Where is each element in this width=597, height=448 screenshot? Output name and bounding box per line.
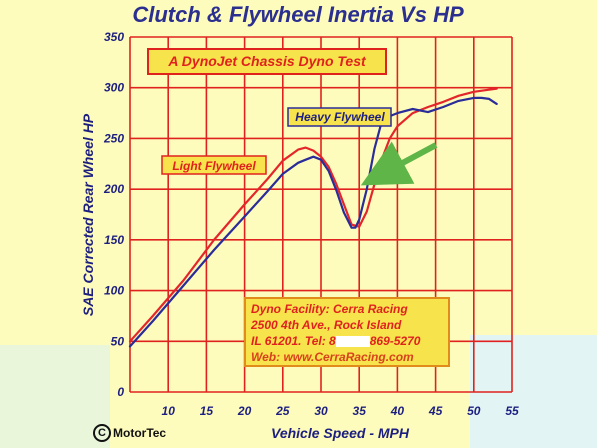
chart-subtitle: A DynoJet Chassis Dyno Test: [167, 53, 367, 69]
y-tick-label: 150: [104, 233, 124, 247]
subtitle-box: [147, 48, 387, 75]
y-tick-label: 100: [104, 284, 124, 298]
background-panel-green: [0, 345, 110, 448]
series-lines: [128, 87, 498, 348]
facility-line-3-start: IL 61201. Tel: 8: [251, 334, 336, 348]
x-axis-title: Vehicle Speed - MPH: [271, 425, 410, 441]
x-tick-label: 45: [428, 404, 443, 418]
x-tick-label: 15: [200, 404, 214, 418]
legend-box-light: [161, 155, 267, 175]
facility-line-3-end: 869-5270: [369, 334, 421, 348]
motortec-logo: C MotorTec: [93, 424, 166, 442]
dyno-facility-box: Dyno Facility: Cerra Racing 2500 4th Ave…: [244, 297, 450, 367]
y-axis-title: SAE Corrected Rear Wheel HP: [80, 113, 96, 316]
legend-label-light-flywheel: Light Flywheel: [172, 159, 256, 173]
x-tick-label: 20: [237, 404, 252, 418]
y-tick-label: 250: [103, 131, 124, 145]
y-tick-label: 350: [104, 30, 124, 44]
series-line-heavy-flywheel: [128, 96, 498, 348]
y-tick-label: 300: [104, 81, 124, 95]
x-tick-label: 30: [314, 404, 328, 418]
facility-line-2: 2500 4th Ave., Rock Island: [251, 318, 402, 332]
y-tick-label: 50: [111, 334, 125, 348]
legend-box-heavy: [287, 107, 392, 127]
x-axis-tick-labels: 10 15 20 25 30 35 40 45 50 55: [162, 404, 519, 418]
series-line-light-flywheel: [128, 87, 498, 343]
facility-line-3: IL 61201. Tel: 8 869-5270: [251, 333, 443, 349]
y-tick-label: 0: [117, 385, 124, 399]
x-tick-label: 40: [390, 404, 405, 418]
x-tick-label: 10: [162, 404, 176, 418]
copyright-icon: C: [93, 424, 111, 442]
facility-line-1: Dyno Facility: Cerra Racing: [251, 302, 408, 316]
y-axis-tick-labels: 0 50 100 150 200 250 300 350: [103, 30, 124, 399]
x-tick-label: 50: [467, 404, 481, 418]
logo-text: MotorTec: [113, 426, 167, 440]
x-tick-label: 35: [353, 404, 367, 418]
x-tick-label: 25: [275, 404, 290, 418]
green-arrow-pointer: [360, 141, 438, 186]
redacted-block: [335, 336, 370, 348]
y-tick-label: 200: [103, 182, 124, 196]
facility-web: Web: www.CerraRacing.com: [251, 350, 414, 364]
chart-title: Clutch & Flywheel Inertia Vs HP: [132, 2, 464, 27]
x-tick-label: 55: [505, 404, 519, 418]
legend-label-heavy-flywheel: Heavy Flywheel: [295, 110, 385, 124]
